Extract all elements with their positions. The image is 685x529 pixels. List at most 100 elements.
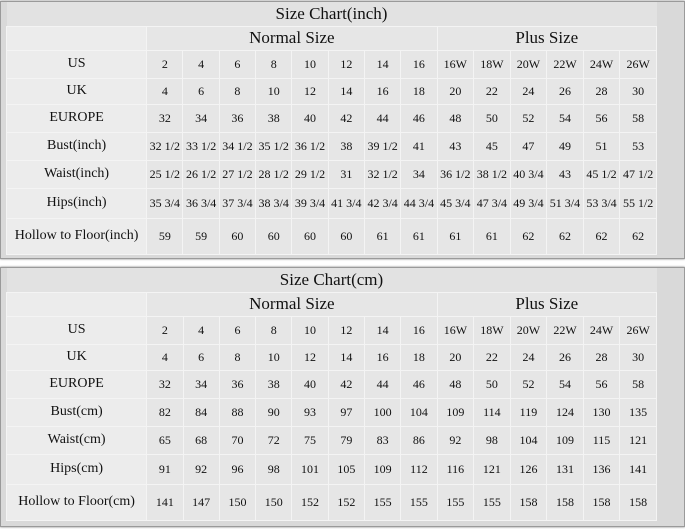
group-plus-size: Plus Size: [436, 25, 658, 51]
table-cell: 43: [546, 159, 584, 189]
table-cell: 104: [509, 425, 548, 455]
group-normal-size: Normal Size: [146, 25, 438, 51]
table-cell: 62: [546, 217, 584, 255]
table-cell: 121: [473, 453, 511, 485]
table-cell: 4: [146, 343, 184, 371]
header-blank: [5, 291, 148, 317]
table-cell: 33 1/2: [182, 131, 220, 161]
table-cell: 6: [218, 49, 257, 79]
table-cell: 158: [546, 483, 584, 521]
table-cell: 92: [436, 425, 475, 455]
row-label: Hips(inch): [5, 187, 148, 219]
table-cell: 47: [509, 131, 548, 161]
table-cell: 51: [582, 131, 621, 161]
table-cell: 158: [582, 483, 621, 521]
table-cell: 52: [509, 103, 548, 133]
row-label: UK: [5, 343, 148, 371]
table-cell: 136: [582, 453, 621, 485]
table-cell: 42 3/4: [363, 187, 402, 219]
table-cell: 29 1/2: [291, 159, 329, 189]
table-cell: 12: [291, 343, 329, 371]
table-cell: 59: [146, 217, 184, 255]
table-cell: 83: [363, 425, 402, 455]
table-cell: 82: [146, 397, 184, 427]
row-label: UK: [5, 77, 148, 105]
table-row: Bust(inch) 32 1/2 33 1/2 34 1/2 35 1/2 36 1/2…: [5, 131, 657, 161]
table-cell: 8: [255, 49, 293, 79]
table-row: UK 4 6 8 10 12 14 16 18 20 22 24 26 28 30: [5, 343, 657, 371]
table-cell: 60: [218, 217, 257, 255]
table-cell: 44: [363, 103, 402, 133]
table-cell: 50: [473, 369, 511, 399]
table-cell: 130: [582, 397, 621, 427]
table-cell: 101: [291, 453, 329, 485]
table-cell: 35 3/4: [146, 187, 184, 219]
table-cell: 18W: [473, 315, 511, 345]
table-cell: 45: [473, 131, 511, 161]
table-cell: 34: [182, 369, 220, 399]
table-cell: 38: [255, 103, 293, 133]
table-cell: 20: [436, 77, 475, 105]
table-cell: 68: [182, 425, 220, 455]
table-cell: 35 1/2: [255, 131, 293, 161]
table-cell: 26W: [619, 315, 657, 345]
table-cell: 42: [327, 103, 365, 133]
table-cell: 91: [146, 453, 184, 485]
table-cell: 22W: [546, 49, 584, 79]
table-row: UK 4 6 8 10 12 14 16 18 20 22 24 26 28 30: [5, 77, 657, 105]
table-cell: 48: [436, 369, 475, 399]
row-label: Bust(cm): [5, 397, 148, 427]
table-cell: 10: [255, 77, 293, 105]
table-cell: 40: [291, 103, 329, 133]
table-cell: 30: [619, 343, 657, 371]
table-cell: 121: [619, 425, 657, 455]
table-cell: 38: [327, 131, 365, 161]
table-cell: 14: [363, 49, 402, 79]
table-cell: 47 3/4: [473, 187, 511, 219]
table-cell: 39 3/4: [291, 187, 329, 219]
table-cell: 100: [363, 397, 402, 427]
row-label: Hollow to Floor(inch): [5, 217, 148, 255]
table-cell: 32 1/2: [363, 159, 402, 189]
table-cell: 14: [327, 343, 365, 371]
table-cell: 158: [509, 483, 548, 521]
table-cell: 109: [436, 397, 475, 427]
table-cell: 4: [182, 315, 220, 345]
table-cell: 40 3/4: [509, 159, 548, 189]
table-cell: 46: [400, 103, 438, 133]
table-cell: 27 1/2: [218, 159, 257, 189]
table-cell: 12: [327, 315, 365, 345]
table-cell: 60: [327, 217, 365, 255]
table-cell: 60: [291, 217, 329, 255]
table-cell: 109: [546, 425, 584, 455]
table-cell: 20W: [509, 49, 548, 79]
table-cell: 152: [327, 483, 365, 521]
table-cell: 41: [400, 131, 438, 161]
table-cell: 16: [363, 77, 402, 105]
table-row: EUROPE 32 34 36 38 40 42 44 46 48 50 52 54 56 58: [5, 369, 657, 399]
table-cell: 88: [218, 397, 257, 427]
title-row: Size Chart(inch): [6, 2, 657, 26]
row-label: Hollow to Floor(cm): [5, 483, 148, 521]
table-cell: 26: [546, 77, 584, 105]
table-cell: 79: [327, 425, 365, 455]
table-cell: 40: [291, 369, 329, 399]
table-cell: 92: [182, 453, 220, 485]
table-cell: 4: [146, 77, 184, 105]
table-cell: 8: [218, 343, 257, 371]
table-cell: 16W: [436, 315, 475, 345]
table-cell: 22: [473, 343, 511, 371]
row-label: US: [5, 315, 148, 345]
table-cell: 55 1/2: [619, 187, 657, 219]
table-cell: 32: [146, 103, 184, 133]
table-cell: 8: [218, 77, 257, 105]
table-cell: 20W: [509, 315, 548, 345]
size-table-cm: Size Chart(cm) Normal Size Plus Size US 2 4 6 8…: [5, 268, 658, 521]
table-cell: 62: [582, 217, 621, 255]
table-cell: 37 3/4: [218, 187, 257, 219]
header-blank: [5, 25, 148, 51]
table-cell: 150: [255, 483, 293, 521]
table-cell: 10: [291, 315, 329, 345]
table-cell: 70: [218, 425, 257, 455]
table-cell: 53: [619, 131, 657, 161]
